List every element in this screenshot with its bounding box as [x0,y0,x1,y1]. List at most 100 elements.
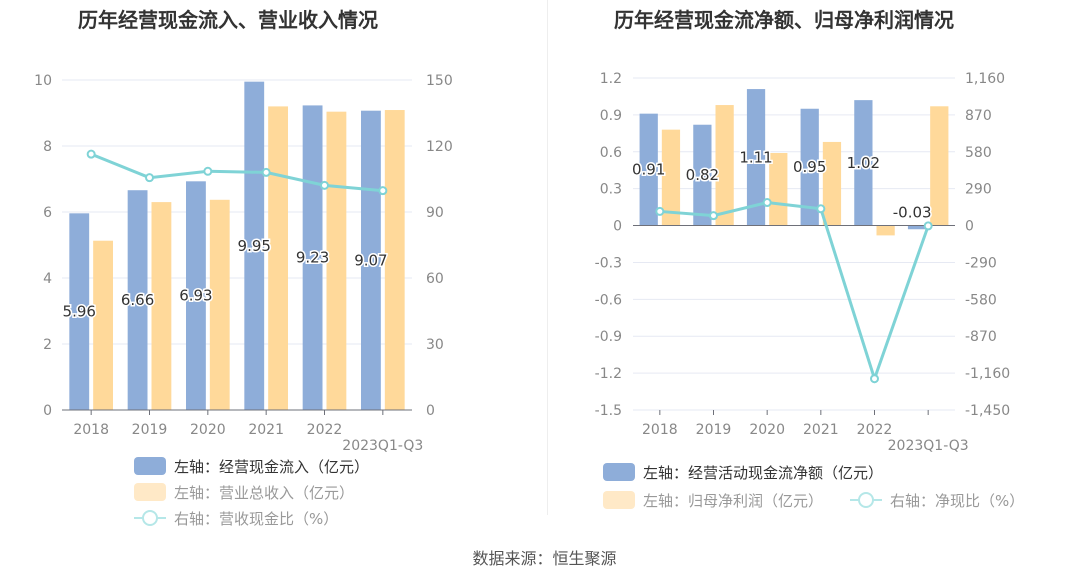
left-right-tick-label: 30 [426,337,444,353]
right-legend-label: 右轴：净现比（%） [890,492,1024,510]
left-right-tick-label: 60 [426,271,444,287]
right-x-tick-label: 2022 [857,422,893,438]
right-data-label: 1.11 [739,148,772,166]
left-bar-b [384,110,405,410]
right-bar-b [769,153,788,226]
right-bar-b [715,105,734,226]
left-legend-circle-icon [142,510,158,526]
right-legend-swatch [603,491,635,509]
left-bar-a [127,190,148,410]
right-right-tick-label: 0 [965,219,974,235]
right-bar-a [746,89,766,226]
left-x-tick-label: 2018 [73,422,109,438]
left-bar-a [361,110,381,410]
right-data-label: 0.91 [632,161,665,179]
right-right-tick-label: -1,160 [965,366,1010,382]
right-x-tick-label: 2018 [642,422,678,438]
right-right-tick-label: -580 [965,292,997,308]
left-data-label: 9.95 [238,237,271,255]
right-legend-circle-icon [858,492,874,508]
left-left-tick-label: 0 [43,403,52,419]
left-data-label: 6.93 [179,287,212,305]
left-x-tick-label: 2020 [190,422,226,438]
right-x-tick-label: 2019 [696,422,732,438]
left-ratio-line [90,152,383,193]
divider [547,0,548,515]
left-right-tick-label: 0 [426,403,435,419]
right-left-tick-label: 0.9 [600,108,622,124]
right-ratio-point [655,206,665,216]
right-chart-title: 历年经营现金流净额、归母净利润情况 [614,8,954,32]
right-bar-b [661,129,681,226]
right-legend-swatch [603,463,635,481]
right-bar-b [930,106,949,226]
right-bar-a [907,225,927,230]
left-x-tick-label: 2023Q1-Q3 [342,438,423,454]
right-bar-a [800,108,819,226]
right-x-tick-label: 2021 [803,422,839,438]
left-legend-swatch [134,457,166,475]
left-ratio-point [203,166,213,176]
right-left-tick-label: 1.2 [600,71,622,87]
right-right-tick-label: 1,160 [965,71,1005,87]
right-left-tick-label: -0.9 [595,329,622,345]
right-left-tick-label: 0.6 [600,145,622,161]
left-right-tick-label: 120 [426,139,453,155]
right-data-label: 0.82 [686,166,719,184]
right-right-tick-label: -870 [965,329,997,345]
right-right-tick-label: -1,450 [965,403,1010,419]
left-right-tick-label: 90 [426,205,444,221]
right-left-tick-label: 0.3 [600,182,622,198]
left-bar-b [209,199,230,410]
left-bar-b [268,106,288,411]
left-data-label: 9.07 [354,251,387,269]
left-bar-b [93,240,113,410]
left-ratio-point [86,149,96,159]
right-bar-a [639,113,658,226]
left-x-tick-label: 2021 [248,422,284,438]
right-x-tick-label: 2023Q1-Q3 [888,438,969,454]
right-right-tick-label: 870 [965,108,992,124]
right-right-tick-label: 290 [965,182,992,198]
right-left-tick-label: -1.5 [595,403,622,419]
right-right-tick-label: 580 [965,145,992,161]
left-chart-title: 历年经营现金流入、营业收入情况 [78,8,378,32]
right-left-tick-label: -0.6 [595,292,622,308]
left-ratio-point [261,167,271,177]
left-x-tick-label: 2019 [132,422,168,438]
left-right-tick-label: 150 [426,73,453,89]
left-legend-label: 右轴：营收现金比（%） [174,510,338,528]
right-ratio-point [709,211,718,221]
left-x-tick-label: 2022 [307,422,343,438]
right-data-label: 1.02 [847,154,880,172]
left-bar-a [244,81,265,411]
left-bar-a [69,213,90,410]
left-bar-b [151,202,172,410]
left-legend-label: 左轴：经营现金流入（亿元） [174,458,369,476]
right-data-label: 0.95 [793,158,826,176]
left-data-label: 9.23 [296,249,329,267]
right-left-tick-label: -1.2 [595,366,622,382]
right-ratio-line [659,201,930,384]
right-ratio-point [870,374,879,384]
right-left-tick-label: 0 [613,219,622,235]
left-left-tick-label: 4 [43,271,52,287]
right-data-label: -0.03 [893,204,932,222]
right-bar-b [876,225,895,236]
source-note: 数据来源：恒生聚源 [472,549,617,568]
left-legend-label: 左轴：营业总收入（亿元） [174,484,354,502]
right-left-tick-label: -0.3 [595,255,622,271]
right-legend-label: 左轴：经营活动现金流净额（亿元） [643,464,883,482]
left-data-label: 5.96 [63,303,96,321]
right-bar-a [854,100,873,226]
right-ratio-point [816,204,826,214]
right-bar-a [693,124,712,226]
left-left-tick-label: 2 [43,337,52,353]
right-legend-label: 左轴：归母净利润（亿元） [643,492,823,510]
right-bar-b [822,141,842,226]
right-x-tick-label: 2020 [749,422,785,438]
left-bar-a [186,181,206,410]
left-bar-b [326,111,347,411]
